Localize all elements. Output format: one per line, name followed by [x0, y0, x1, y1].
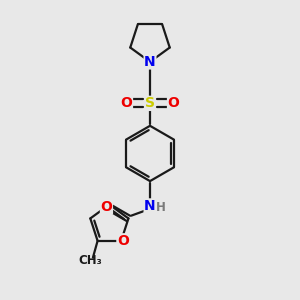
Text: O: O [168, 96, 179, 110]
Text: CH₃: CH₃ [79, 254, 102, 267]
Text: O: O [121, 96, 132, 110]
Text: H: H [155, 201, 165, 214]
Text: N: N [144, 199, 156, 213]
Text: O: O [117, 234, 129, 248]
Text: O: O [100, 200, 112, 214]
Text: S: S [145, 96, 155, 110]
Text: N: N [144, 55, 156, 69]
